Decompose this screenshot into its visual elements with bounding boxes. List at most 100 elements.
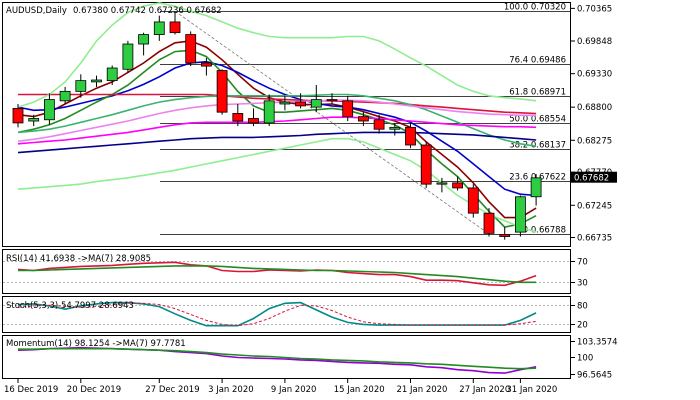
- candle: [279, 95, 291, 111]
- momentum-label: Momentum(14) 98.1254 ->MA(7) 97.7781: [6, 339, 186, 349]
- candle-body-bear: [483, 212, 495, 234]
- candle-body-bear: [373, 119, 385, 130]
- candle-body-bear: [326, 99, 338, 102]
- current-price-tag-text: 0.67682: [574, 174, 609, 184]
- indicator-tick-label: 80: [577, 302, 588, 312]
- price-tick-label: 0.68275: [577, 136, 612, 146]
- candle-body-bear: [169, 21, 181, 34]
- candle-body-bear: [200, 62, 212, 67]
- moving-averages: [17, 2, 537, 233]
- candle: [75, 74, 87, 98]
- rsi-indicator: 70 30: [3, 258, 588, 289]
- time-tick-label: 31 Jan 2020: [506, 385, 557, 395]
- price-tick-label: 0.67245: [577, 201, 612, 211]
- candle-body-bull: [153, 21, 165, 35]
- candle-body-bull: [122, 43, 134, 70]
- indicator-tick-label: 103.3574: [577, 338, 618, 348]
- candle-body-bull: [389, 126, 401, 130]
- candle-body-bear: [467, 187, 479, 214]
- candle-body-bear: [420, 144, 432, 185]
- candle: [467, 184, 479, 218]
- price-tick-label: 0.68800: [577, 103, 612, 113]
- time-tick-label: 3 Jan 2020: [208, 385, 254, 395]
- fib-trend-line: [174, 10, 490, 235]
- candle: [59, 86, 71, 104]
- candle-body-bull: [515, 196, 526, 233]
- candle: [153, 15, 165, 41]
- candle-body-bear: [357, 116, 369, 122]
- price-tick-label: 0.66735: [577, 233, 612, 243]
- indicator-line: [17, 302, 537, 327]
- candle: [326, 93, 338, 104]
- candle-body-bear: [12, 108, 24, 124]
- candle: [232, 103, 244, 127]
- candle: [106, 65, 118, 86]
- current-price-tag-bg: [571, 171, 617, 183]
- moving-average-line: [18, 93, 537, 115]
- fib-label: 50.0 0.68554: [509, 115, 566, 125]
- ohlc-label: 0.67380 0.67742 0.67236 0.67682: [73, 6, 222, 16]
- price-tick-label: 0.70365: [577, 4, 612, 14]
- candle: [185, 31, 197, 67]
- fib-label: 76.4 0.69486: [509, 56, 566, 66]
- indicator-line: [17, 261, 537, 287]
- candle: [342, 95, 354, 122]
- candle-body-bear: [232, 113, 244, 122]
- price-tick-label: 0.69848: [577, 37, 612, 47]
- current-price-tag: 0.67682: [571, 171, 617, 184]
- candle-body-bear: [499, 234, 511, 237]
- stochastic-indicator: 80 20: [3, 302, 588, 331]
- price-panel-frame: [2, 2, 571, 247]
- rsi-label: RSI(14) 41.6938 ->MA(7) 28.9085: [6, 254, 151, 264]
- candle: [28, 114, 40, 127]
- candle: [248, 108, 259, 127]
- symbol-label: AUDUSD,Daily: [6, 6, 67, 16]
- candle: [389, 122, 401, 136]
- time-tick-label: 16 Dec 2019: [4, 385, 58, 395]
- moving-average-line: [17, 131, 537, 154]
- moving-average-line: [17, 93, 537, 148]
- indicator-tick-label: 20: [577, 321, 588, 331]
- candle: [122, 40, 134, 73]
- fib-label: 38.2 0.68137: [509, 141, 566, 151]
- candle: [263, 94, 275, 127]
- candle-body-bull: [91, 79, 102, 83]
- rsi-panel-frame: [2, 249, 571, 294]
- candle: [12, 103, 24, 128]
- moving-average-line: [17, 116, 537, 145]
- candle: [405, 122, 416, 149]
- candle-body-bull: [106, 67, 118, 82]
- candle: [436, 177, 448, 193]
- candle: [452, 176, 464, 191]
- candle-body-bull: [263, 100, 275, 124]
- candle: [91, 75, 102, 87]
- candle: [483, 208, 495, 237]
- candle: [138, 32, 150, 56]
- candle: [530, 174, 542, 206]
- stoch-panel-frame: [2, 296, 571, 333]
- time-axis: 16 Dec 2019 20 Dec 2019 27 Dec 2019 3 Jan 2…: [4, 379, 557, 395]
- time-tick-label: 27 Dec 2019: [145, 385, 199, 395]
- candle: [357, 112, 369, 127]
- candle-body-bear: [185, 34, 197, 64]
- candle-body-bull: [28, 118, 40, 122]
- time-tick-label: 21 Jan 2020: [397, 385, 448, 395]
- time-tick-label: 15 Jan 2020: [334, 385, 385, 395]
- candle-body-bull: [310, 99, 322, 108]
- moving-average-line: [17, 49, 537, 228]
- price-tick-label: 0.69330: [577, 70, 612, 80]
- candle-body-bull: [59, 90, 71, 102]
- candle-body-bull: [138, 34, 150, 45]
- indicator-line: [18, 265, 537, 284]
- indicator-tick-label: 96.5645: [577, 371, 612, 381]
- candle: [169, 11, 181, 35]
- candle: [216, 69, 228, 115]
- indicator-line: [18, 347, 537, 370]
- candlesticks: [12, 11, 542, 240]
- momentum-indicator: 103.3574 100 96.5645: [17, 338, 618, 381]
- candle-body-bull: [436, 182, 448, 185]
- indicator-tick-label: 100: [577, 354, 593, 364]
- moving-average-line: [17, 99, 537, 142]
- price-header: AUDUSD,Daily 0.67380 0.67742 0.67236 0.67…: [6, 6, 222, 16]
